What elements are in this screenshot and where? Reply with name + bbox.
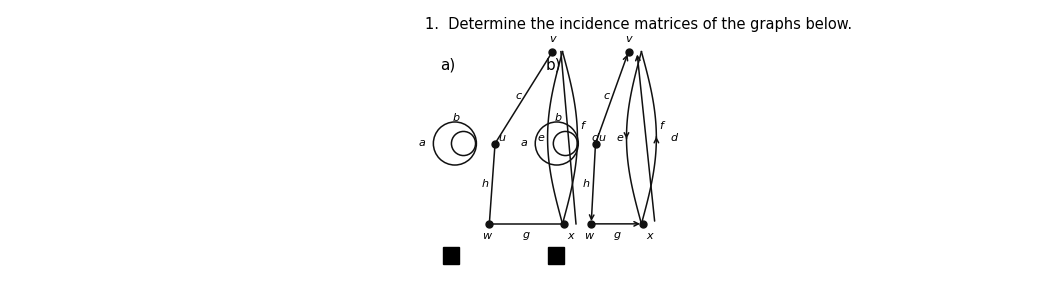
- Text: d: d: [591, 133, 598, 143]
- Text: u: u: [498, 133, 505, 143]
- Bar: [444, 247, 460, 264]
- Text: c: c: [604, 91, 610, 101]
- Text: a: a: [520, 139, 527, 148]
- Text: v: v: [625, 34, 632, 44]
- Text: a: a: [418, 139, 426, 148]
- Text: v: v: [550, 34, 556, 44]
- Text: u: u: [598, 133, 606, 143]
- Text: f: f: [659, 121, 663, 131]
- Text: x: x: [646, 231, 652, 241]
- Text: h: h: [482, 179, 488, 189]
- Text: w: w: [584, 231, 593, 241]
- Text: c: c: [516, 91, 522, 101]
- Text: 1.  Determine the incidence matrices of the graphs below.: 1. Determine the incidence matrices of t…: [425, 17, 851, 32]
- Text: e: e: [538, 133, 544, 143]
- Text: b): b): [545, 57, 561, 72]
- Text: h: h: [582, 179, 590, 189]
- Text: f: f: [580, 121, 584, 131]
- Text: a): a): [441, 57, 455, 72]
- Text: g: g: [523, 230, 531, 240]
- Text: w: w: [482, 231, 491, 241]
- Text: g: g: [613, 230, 621, 240]
- Text: e: e: [616, 133, 624, 143]
- Bar: [549, 247, 564, 264]
- Text: b: b: [555, 113, 561, 123]
- Text: x: x: [567, 231, 574, 241]
- Text: b: b: [453, 113, 460, 123]
- Text: d: d: [670, 133, 677, 143]
